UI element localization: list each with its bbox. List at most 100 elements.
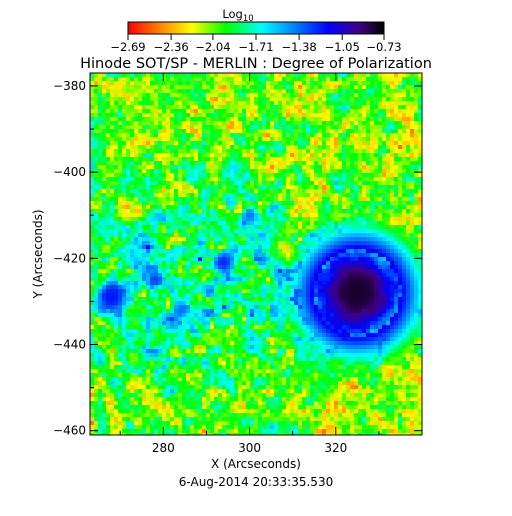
heatmap-cell bbox=[250, 225, 254, 229]
heatmap-cell bbox=[306, 181, 310, 185]
heatmap-cell bbox=[98, 269, 102, 273]
heatmap-cell bbox=[374, 209, 378, 213]
heatmap-cell bbox=[326, 141, 330, 145]
heatmap-cell bbox=[210, 73, 214, 77]
heatmap-cell bbox=[418, 105, 422, 109]
heatmap-cell bbox=[190, 249, 194, 253]
heatmap-cell bbox=[118, 245, 122, 249]
heatmap-cell bbox=[402, 297, 406, 301]
heatmap-cell bbox=[214, 189, 218, 193]
heatmap-cell bbox=[98, 301, 102, 305]
heatmap-cell bbox=[138, 225, 142, 229]
heatmap-cell bbox=[230, 173, 234, 177]
heatmap-cell bbox=[190, 265, 194, 269]
heatmap-cell bbox=[314, 89, 318, 93]
heatmap-cell bbox=[254, 241, 258, 245]
heatmap-cell bbox=[126, 197, 130, 201]
heatmap-cell bbox=[418, 265, 422, 269]
heatmap-cell bbox=[402, 101, 406, 105]
heatmap-cell bbox=[286, 269, 290, 273]
heatmap-cell bbox=[310, 305, 314, 309]
heatmap-cell bbox=[178, 77, 182, 81]
heatmap-cell bbox=[118, 201, 122, 205]
heatmap-cell bbox=[410, 273, 414, 277]
heatmap-cell bbox=[158, 233, 162, 237]
heatmap-cell bbox=[218, 261, 222, 265]
heatmap-cell bbox=[382, 77, 386, 81]
heatmap-cell bbox=[370, 209, 374, 213]
heatmap-cell bbox=[298, 141, 302, 145]
heatmap-cell bbox=[138, 177, 142, 181]
heatmap-cell bbox=[338, 229, 342, 233]
heatmap-cell bbox=[94, 93, 98, 97]
heatmap-cell bbox=[222, 85, 226, 89]
heatmap-cell bbox=[166, 241, 170, 245]
heatmap-cell bbox=[162, 149, 166, 153]
heatmap-cell bbox=[290, 153, 294, 157]
heatmap-cell bbox=[162, 125, 166, 129]
heatmap-cell bbox=[358, 197, 362, 201]
heatmap-cell bbox=[114, 93, 118, 97]
heatmap-cell bbox=[302, 209, 306, 213]
heatmap-cell bbox=[378, 125, 382, 129]
heatmap-cell bbox=[130, 245, 134, 249]
heatmap-cell bbox=[414, 237, 418, 241]
heatmap-cell bbox=[274, 261, 278, 265]
heatmap-cell bbox=[242, 117, 246, 121]
heatmap-cell bbox=[390, 269, 394, 273]
heatmap-cell bbox=[90, 257, 94, 261]
heatmap-cell bbox=[314, 165, 318, 169]
heatmap-cell bbox=[210, 265, 214, 269]
heatmap-cell bbox=[198, 141, 202, 145]
heatmap-cell bbox=[134, 157, 138, 161]
heatmap-cell bbox=[374, 257, 378, 261]
heatmap-cell bbox=[342, 237, 346, 241]
heatmap-cell bbox=[242, 97, 246, 101]
heatmap-cell bbox=[230, 189, 234, 193]
heatmap-cell bbox=[138, 169, 142, 173]
heatmap-cell bbox=[302, 169, 306, 173]
heatmap-cell bbox=[406, 161, 410, 165]
heatmap-cell bbox=[202, 241, 206, 245]
heatmap-cell bbox=[194, 169, 198, 173]
heatmap-cell bbox=[202, 137, 206, 141]
heatmap-cell bbox=[298, 161, 302, 165]
heatmap-cell bbox=[274, 237, 278, 241]
heatmap-cell bbox=[158, 73, 162, 77]
heatmap-cell bbox=[110, 305, 114, 309]
heatmap-cell bbox=[198, 261, 202, 265]
heatmap-cell bbox=[202, 221, 206, 225]
heatmap-cell bbox=[282, 93, 286, 97]
heatmap-cell bbox=[418, 93, 422, 97]
heatmap-cell bbox=[258, 129, 262, 133]
heatmap-cell bbox=[202, 233, 206, 237]
heatmap-cell bbox=[330, 293, 334, 297]
heatmap-cell bbox=[126, 93, 130, 97]
heatmap-cell bbox=[350, 237, 354, 241]
heatmap-cell bbox=[214, 289, 218, 293]
heatmap-cell bbox=[406, 297, 410, 301]
heatmap-cell bbox=[206, 209, 210, 213]
heatmap-cell bbox=[226, 113, 230, 117]
heatmap-cell bbox=[410, 153, 414, 157]
heatmap-cell bbox=[146, 269, 150, 273]
heatmap-cell bbox=[186, 221, 190, 225]
heatmap-cell bbox=[378, 241, 382, 245]
heatmap-cell bbox=[338, 181, 342, 185]
heatmap-cell bbox=[278, 273, 282, 277]
heatmap-cell bbox=[330, 273, 334, 277]
heatmap-cell bbox=[238, 117, 242, 121]
heatmap-cell bbox=[182, 309, 186, 313]
heatmap-cell bbox=[298, 93, 302, 97]
heatmap-cell bbox=[394, 221, 398, 225]
heatmap-cell bbox=[206, 93, 210, 97]
heatmap-cell bbox=[362, 189, 366, 193]
heatmap-cell bbox=[354, 201, 358, 205]
heatmap-cell bbox=[98, 241, 102, 245]
heatmap-cell bbox=[310, 241, 314, 245]
heatmap-cell bbox=[414, 277, 418, 281]
heatmap-cell bbox=[374, 233, 378, 237]
heatmap-cell bbox=[350, 293, 354, 297]
heatmap-cell bbox=[182, 113, 186, 117]
heatmap-cell bbox=[150, 177, 154, 181]
